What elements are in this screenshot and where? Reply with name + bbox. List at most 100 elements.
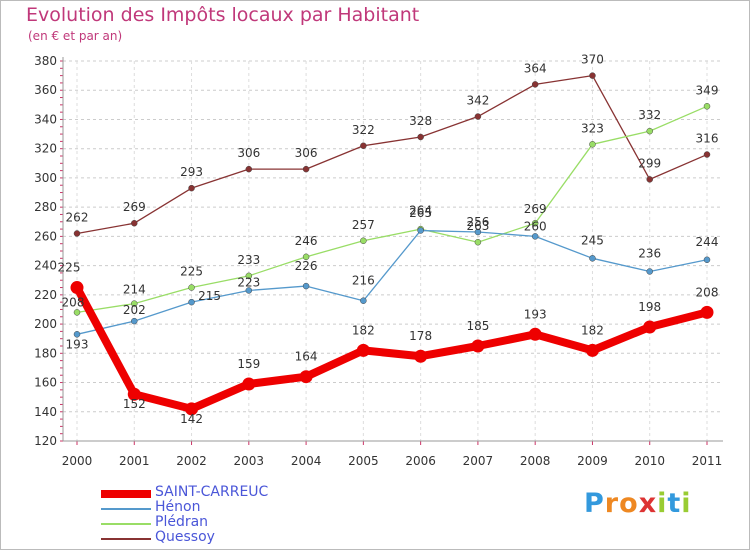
data-point xyxy=(646,176,653,183)
data-label-layer: 225 152 142 159 164 182 178 185 193 182 198 208 193 2… xyxy=(58,53,719,426)
x-tick-label: 2000 xyxy=(62,454,93,468)
chart-subtitle: (en € et par an) xyxy=(28,29,123,43)
legend-label: Plédran xyxy=(155,514,209,530)
data-label: 328 xyxy=(409,114,432,128)
data-label: 265 xyxy=(409,206,432,220)
data-point xyxy=(131,219,138,227)
data-label: 159 xyxy=(237,357,260,371)
data-point xyxy=(185,402,199,416)
y-tick-label: 380 xyxy=(34,54,57,68)
data-label: 245 xyxy=(581,233,604,247)
series-line-plédran xyxy=(76,105,708,314)
data-label: 262 xyxy=(66,210,89,224)
data-label: 215 xyxy=(198,289,221,303)
data-point xyxy=(646,268,653,275)
data-label: 214 xyxy=(123,283,146,297)
axis-layer: 120 140 160 180 200 220 240 260 280 300 320 340 360 3… xyxy=(34,54,723,468)
series-layer xyxy=(70,72,714,416)
data-label: 323 xyxy=(581,121,604,135)
data-label: 152 xyxy=(123,397,146,411)
data-point xyxy=(703,103,711,110)
data-point xyxy=(242,377,256,391)
legend-label: Quessoy xyxy=(155,529,215,545)
data-label: 178 xyxy=(409,329,432,343)
data-label: 185 xyxy=(466,319,489,333)
data-label: 164 xyxy=(295,350,318,364)
data-label: 299 xyxy=(638,156,661,170)
data-point xyxy=(360,237,367,245)
x-tick-label: 2009 xyxy=(577,454,608,468)
data-point xyxy=(302,282,310,290)
legend-swatch xyxy=(101,508,151,510)
data-point xyxy=(703,256,711,264)
data-point xyxy=(302,253,310,261)
data-label: 263 xyxy=(466,219,489,233)
data-point xyxy=(417,133,424,141)
legend-swatch xyxy=(101,523,151,525)
data-point xyxy=(245,287,253,294)
data-label: 208 xyxy=(696,285,719,299)
x-tick-label: 2006 xyxy=(405,454,436,468)
data-point xyxy=(471,339,485,353)
data-point xyxy=(474,113,482,120)
data-point xyxy=(474,238,482,246)
data-point xyxy=(188,184,195,192)
data-point xyxy=(589,72,596,79)
y-tick-label: 220 xyxy=(34,288,57,302)
data-label: 370 xyxy=(581,53,604,67)
y-tick-label: 340 xyxy=(34,112,57,126)
data-point xyxy=(531,81,539,88)
y-tick-label: 140 xyxy=(34,405,57,419)
x-tick-label: 2004 xyxy=(291,454,322,468)
data-label: 306 xyxy=(237,146,260,160)
data-point xyxy=(360,142,367,150)
data-label: 322 xyxy=(352,123,375,137)
data-label: 244 xyxy=(696,235,719,249)
logo-letter: x xyxy=(638,488,658,519)
series-line-saint-carreuc xyxy=(73,283,711,413)
x-tick-label: 2008 xyxy=(520,454,551,468)
data-label: 256 xyxy=(466,215,489,229)
y-tick-label: 360 xyxy=(34,83,57,97)
data-point xyxy=(646,127,653,135)
chart-title: Evolution des Impôts locaux par Habitant xyxy=(26,4,420,26)
data-point xyxy=(131,317,138,325)
y-tick-label: 320 xyxy=(34,142,57,156)
y-tick-label: 120 xyxy=(34,434,57,448)
proxiti-logo: Proxiti xyxy=(584,488,692,519)
y-tick-label: 180 xyxy=(34,346,57,360)
legend-swatch xyxy=(101,538,151,540)
legend-label: Hénon xyxy=(155,499,201,515)
data-label: 293 xyxy=(180,165,203,179)
logo-letter: r xyxy=(604,488,620,519)
y-tick-label: 260 xyxy=(34,229,57,243)
y-tick-label: 160 xyxy=(34,376,57,390)
data-point xyxy=(73,331,81,338)
data-label: 246 xyxy=(295,234,318,248)
data-point xyxy=(188,298,195,306)
data-point xyxy=(585,343,599,357)
data-label: 236 xyxy=(638,246,661,260)
data-point xyxy=(531,233,539,240)
data-label: 182 xyxy=(581,323,604,337)
data-label: 193 xyxy=(66,337,89,351)
x-tick-label: 2007 xyxy=(463,454,494,468)
data-point xyxy=(127,387,141,401)
data-point xyxy=(589,255,596,262)
data-point xyxy=(643,320,657,334)
grid-layer xyxy=(63,60,723,442)
data-label: 226 xyxy=(295,259,318,273)
data-point xyxy=(414,349,428,363)
data-label: 208 xyxy=(62,295,85,309)
legend-label: SAINT-CARREUC xyxy=(155,484,269,500)
data-point xyxy=(73,230,81,237)
x-tick-label: 2005 xyxy=(348,454,379,468)
data-point xyxy=(474,228,482,236)
data-label: 223 xyxy=(237,275,260,289)
data-label: 182 xyxy=(352,323,375,337)
data-label: 225 xyxy=(180,265,203,279)
logo-letter: o xyxy=(619,488,639,519)
data-point xyxy=(70,281,84,295)
series-line-hénon xyxy=(76,229,708,335)
